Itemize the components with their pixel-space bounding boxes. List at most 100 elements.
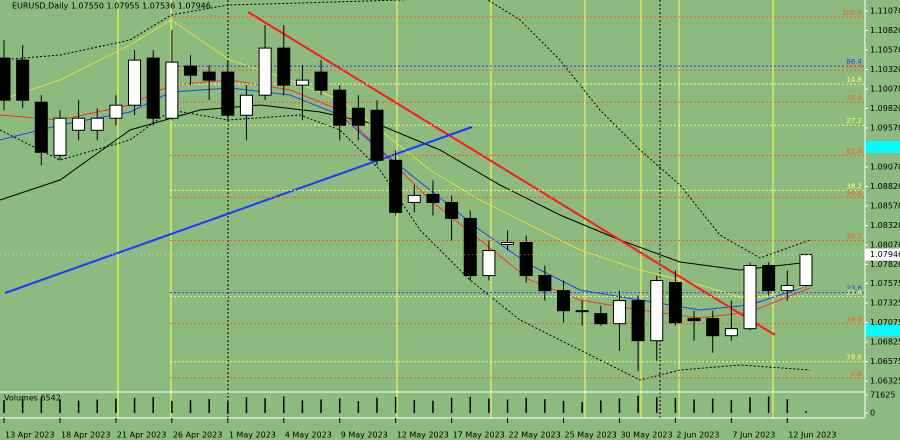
candle-body [184,65,197,76]
candle-body [333,89,347,126]
candle-body [314,71,328,91]
candle-body [557,290,570,312]
moving-average [0,104,811,271]
candle-body [762,265,776,292]
candle-body [53,117,67,156]
y-tick-label: 1.07820 [870,260,900,269]
y-tick-label: 1.10320 [870,65,900,74]
y-tick-label: 1.06575 [870,357,900,366]
candle-body [780,285,794,292]
x-tick-label: 21 Apr 2023 [117,431,166,440]
candle-body [202,71,216,81]
candle-body [668,282,682,324]
y-tick-label: 1.09070 [870,162,900,171]
fib-label: 38.2 [846,232,862,240]
y-tick-label: 1.10070 [870,84,900,93]
y-tick-label: 1.07575 [870,279,900,288]
candle-body [687,318,701,322]
moving-average [0,87,811,311]
y-tick-label: 1.07325 [870,299,900,308]
x-tick-label: 18 Apr 2023 [61,431,110,440]
x-tick-label: 12 Jun 2023 [788,431,836,440]
moving-average [0,19,811,301]
y-tick-label: 1.10820 [870,26,900,35]
candle-body [650,280,664,342]
candle-body [445,201,459,219]
last-price-box [865,248,900,261]
x-tick-label: 13 Apr 2023 [5,431,54,440]
candle-body [370,109,384,161]
candle-body [463,217,477,277]
fib-label: 23.6 [846,285,862,293]
chart-title: EURUSD,Daily 1.07550 1.07955 1.07536 1.0… [12,2,211,11]
x-tick-label: 4 May 2023 [285,431,332,440]
candle-body [743,265,757,330]
trend-line [247,11,776,336]
candle-body [612,300,626,325]
fib-label: 14.6 [846,316,862,324]
candle-body [351,107,365,126]
candle-body [72,117,86,131]
fib-label: 14.6 [846,76,862,84]
candle-body [501,242,515,245]
fib-label: 0.0 [851,370,862,378]
candle-body [0,57,11,101]
x-tick-label: 1 May 2023 [229,431,276,440]
y-tick-label: 1.09570 [870,123,900,132]
y-tick-label: 1.08820 [870,182,900,191]
y-tick-label: 0 [870,409,875,418]
candle-body [258,47,272,96]
x-tick-label: 22 May 2023 [509,431,561,440]
x-tick-label: 26 Apr 2023 [173,431,222,440]
y-tick-label: 1.08570 [870,201,900,210]
candle-body [128,59,142,106]
candle-body [594,313,608,325]
fib-label: 27.2 [846,117,862,125]
fib-label: 50.0 [846,189,862,197]
x-tick-label: 17 May 2023 [453,431,505,440]
fib-label: 61.8 [846,147,862,155]
candle-body [407,194,421,203]
y-tick-label: 1.07075 [870,318,900,327]
candle-body [482,250,496,277]
x-tick-label: 7 Jun 2023 [732,431,775,440]
x-tick-label: 30 May 2023 [620,431,672,440]
candle-body [109,104,123,119]
fib-label: 86.4 [846,58,862,66]
y-tick-label: 1.08320 [870,221,900,230]
candle-body [146,57,160,119]
y-tick-label: 1.06825 [870,338,900,347]
trend-line [4,126,473,294]
candle-body [389,159,403,213]
candle-body [277,47,291,86]
fib-label: 38.2 [846,182,862,190]
candle-body [575,310,589,313]
y-tick-label: 1.11070 [870,6,900,15]
y-tick-label: 71625 [870,391,895,400]
price-marker [865,141,900,153]
candle-body [221,71,235,116]
fib-label: 85.4 [846,62,862,70]
candle-body [706,318,720,337]
candle-body [34,101,48,153]
candle-body [799,254,813,286]
candle-body [538,275,552,292]
fib-label: 78.6 [846,354,862,362]
x-tick-label: 12 May 2023 [397,431,449,440]
candle-body [90,117,104,131]
fib-label: 76.4 [846,94,862,102]
candle-body [295,79,309,86]
volume-title: Volumes 6542 [4,394,61,403]
y-tick-label: 1.06325 [870,376,900,385]
fib-label: 100.0 [842,9,862,17]
last-price-label: 1.07946 [870,250,900,259]
candle-body [724,328,738,337]
candle-body [16,59,30,101]
overlays [0,0,811,381]
y-tick-label: 1.08070 [870,240,900,249]
x-tick-label: 9 May 2023 [341,431,388,440]
candle-body [426,193,440,203]
candle-body [239,94,253,116]
y-tick-label: 1.09820 [870,104,900,113]
